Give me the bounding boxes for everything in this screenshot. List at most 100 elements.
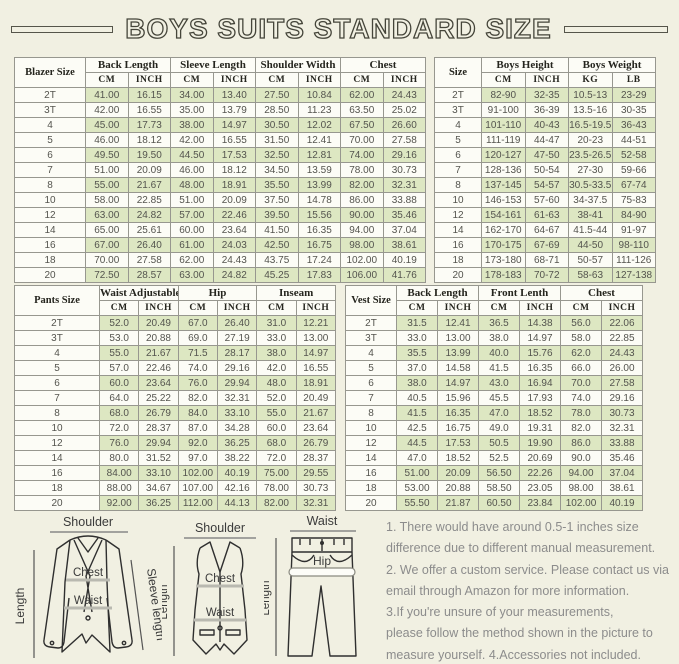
value-cell: 12.02 [297,117,341,133]
unit-header: CM [478,300,520,316]
table-row: 20 178-183 70-72 58-63 127-138 [434,267,656,283]
value-cell: 16.94 [519,375,561,391]
value-cell: 44.5 [396,435,438,451]
note-line: measure yourself. 4.Accessories not incl… [386,647,641,662]
value-cell: 22.85 [127,192,171,208]
value-cell: 154-161 [481,207,526,223]
unit-header: INCH [138,300,179,316]
value-cell: 28.37 [138,420,179,436]
value-cell: 82.00 [256,495,297,511]
value-cell: 23.84 [519,495,561,511]
value-cell: 51.00 [396,465,438,481]
value-cell: 24.82 [212,267,256,283]
value-cell: 94.00 [340,222,384,238]
value-cell: 102.00 [340,252,384,268]
size-cell: 10 [14,192,86,208]
value-cell: 30.5-33.5 [568,177,613,193]
value-cell: 16.55 [212,132,256,148]
table-row: 6 49.50 19.50 44.50 17.53 32.50 12.81 74.00 29.1… [14,147,426,163]
value-cell: 45.25 [255,267,299,283]
jacket-sleeve-length-label: Sleeve length [144,567,162,641]
size-cell: 3T [14,330,100,346]
size-cell: 18 [345,480,397,496]
value-cell: 27-30 [568,162,613,178]
value-cell: 49.0 [478,420,520,436]
value-cell: 60.00 [170,222,214,238]
value-cell: 66.0 [560,360,602,376]
value-cell: 55.0 [256,405,297,421]
value-cell: 29.16 [382,147,426,163]
unit-header: INCH [437,300,479,316]
value-cell: 46.00 [170,162,214,178]
table-row: 18 173-180 68-71 50-57 111-126 [434,252,656,268]
value-cell: 12.81 [297,147,341,163]
group-header: Chest [340,57,426,73]
table-row: 2T 31.5 12.41 36.5 14.38 56.0 22.06 [345,315,643,331]
vest-outline-icon [192,541,248,655]
unit-header: KG [568,72,613,88]
table-row: 6 120-127 47-50 23.5-26.5 52-58 [434,147,656,163]
value-cell: 26.40 [127,237,171,253]
note-line: difference due to different manual measu… [386,541,656,556]
jacket-shoulder-label: Shoulder [63,515,113,529]
value-cell: 51.00 [85,162,129,178]
group-header: Hip [177,285,258,301]
value-cell: 86.00 [340,192,384,208]
value-cell: 27.50 [255,87,299,103]
value-cell: 111-126 [611,252,656,268]
value-cell: 75-83 [611,192,656,208]
table-row: 4 35.5 13.99 40.0 15.76 62.0 24.43 [345,345,643,361]
size-cell: 16 [14,465,100,481]
value-cell: 58.00 [85,192,129,208]
value-cell: 20.49 [295,390,337,406]
value-cell: 18.91 [212,177,256,193]
value-cell: 29.94 [216,375,258,391]
value-cell: 44.13 [216,495,258,511]
value-cell: 86.0 [560,435,602,451]
value-cell: 26.40 [216,315,258,331]
value-cell: 23.64 [212,222,256,238]
value-cell: 50-54 [524,162,569,178]
value-cell: 33.88 [382,192,426,208]
value-cell: 84.00 [98,465,140,481]
value-cell: 42.00 [85,102,129,118]
value-cell: 120-127 [481,147,526,163]
vest-diagram: Shoulder Length Chest Waist [162,521,256,656]
boys-height-weight-table: Size Boys Height Boys Weight CM INCH KG LB 2T 82… [434,57,656,283]
value-cell: 34-37.5 [568,192,613,208]
size-cell: 5 [14,360,100,376]
size-cell: 4 [14,117,86,133]
value-cell: 22.85 [601,330,643,346]
size-cell: 14 [14,450,100,466]
value-cell: 39.50 [255,207,299,223]
value-cell: 78.0 [560,405,602,421]
unit-header: INCH [524,72,569,88]
value-cell: 111-119 [481,132,526,148]
value-cell: 32.31 [601,420,643,436]
value-cell: 43.75 [255,252,299,268]
value-cell: 67.50 [340,117,384,133]
value-cell: 26.79 [295,435,337,451]
value-cell: 76.0 [177,375,218,391]
value-cell: 55.0 [98,345,140,361]
value-cell: 63.00 [170,267,214,283]
table-row: 3T 91-100 36-39 13.5-16 30-35 [434,102,656,118]
unit-header: INCH [297,72,341,88]
table-row: 6 60.0 23.64 76.0 29.94 48.0 18.91 [14,375,337,391]
value-cell: 23.5-26.5 [568,147,613,163]
value-cell: 30.73 [382,162,426,178]
value-cell: 28.57 [127,267,171,283]
table-row: 10 72.0 28.37 87.0 34.28 60.0 23.64 [14,420,337,436]
value-cell: 65.00 [85,222,129,238]
size-cell: 7 [434,162,482,178]
value-cell: 10.84 [297,87,341,103]
table-row: 12 154-161 61-63 38-41 84-90 [434,207,656,223]
value-cell: 178-183 [481,267,526,283]
value-cell: 14.97 [295,345,337,361]
value-cell: 70.00 [340,132,384,148]
size-cell: 8 [14,177,86,193]
value-cell: 146-153 [481,192,526,208]
size-cell: 5 [14,132,86,148]
value-cell: 70-72 [524,267,569,283]
